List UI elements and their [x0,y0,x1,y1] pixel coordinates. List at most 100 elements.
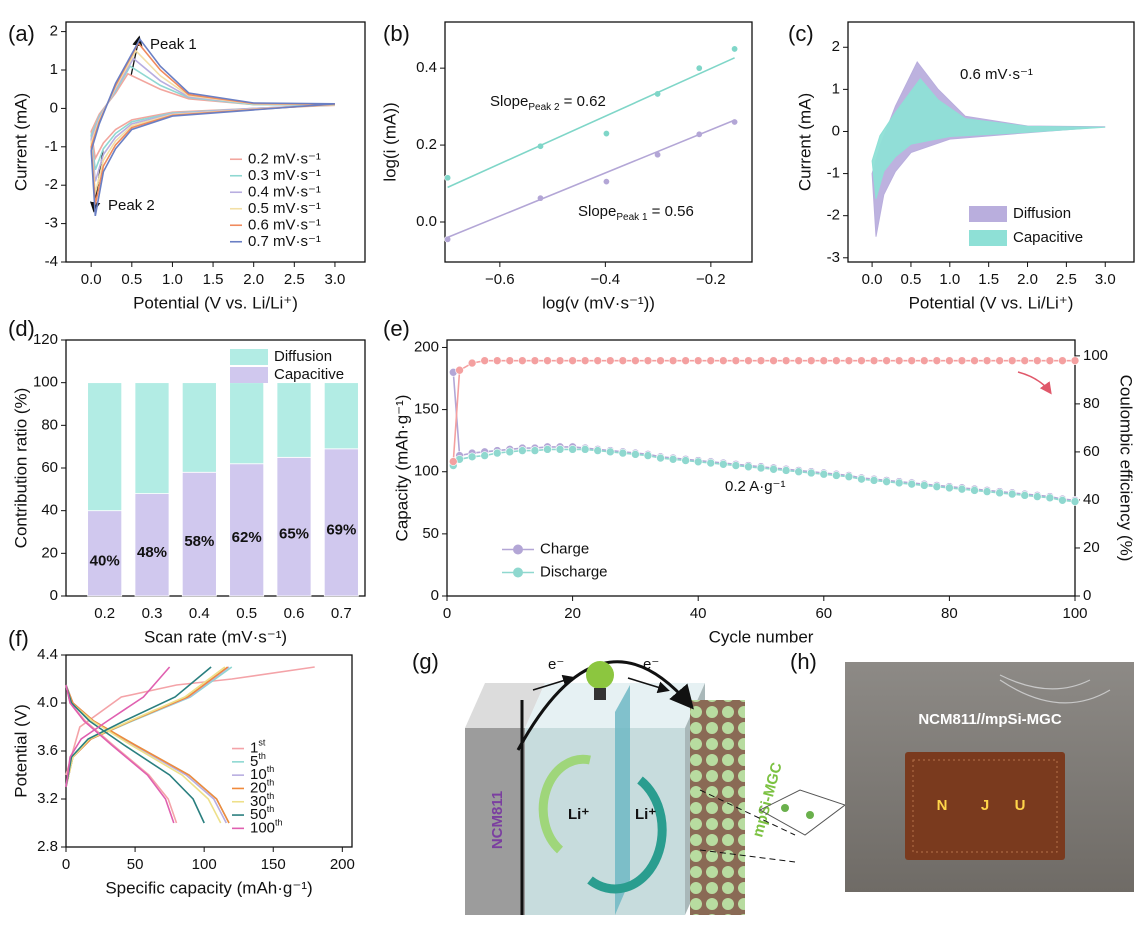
zoom-line [699,849,796,863]
y2-tick-label: 0 [1083,587,1091,604]
marker [769,356,778,365]
wire [999,674,1111,704]
marker [844,356,854,365]
value-label: 48% [137,544,167,561]
marker [756,463,766,473]
legend-sup: th [258,751,266,761]
x-tick-label: 0.7 [331,605,352,622]
circuit-board [905,752,1065,860]
y2-tick-label: 20 [1083,539,1100,556]
legend-label: 0.7 mV·s⁻¹ [248,233,321,250]
line [65,684,175,824]
marker [945,483,954,493]
line [90,57,335,182]
marker [480,451,489,460]
cathode-top [465,683,545,728]
marker [1058,496,1067,505]
panel-label: (d) [8,316,35,341]
marker [932,356,942,365]
panel-label: (e) [383,316,410,341]
x-tick-label: 0 [443,605,451,622]
x-tick-label: 0.2 [94,605,115,622]
annotation-sub: Peak 2 [528,102,560,113]
marker [444,174,452,182]
panel-label: (a) [8,21,35,46]
marker [455,365,464,375]
x-tick-label: 50 [127,856,144,873]
legend-sup: th [275,818,283,828]
y-tick-label: -4 [45,253,58,270]
marker [832,356,841,365]
marker [1070,356,1080,365]
y-tick-label: 2 [832,38,840,55]
legend-name: 10 [250,766,267,783]
y-tick-label: 2 [50,23,58,40]
legend-name: Diffusion [274,348,332,365]
marker [505,356,515,365]
legend-label: Discharge [540,563,608,580]
legend-name: 30 [250,793,267,810]
line [65,684,222,824]
legend-name: 20 [250,779,267,796]
legend-label: 5th [250,751,266,770]
marker [695,64,703,72]
marker [869,476,879,485]
x-axis-label: Potential (V vs. Li/Li⁺) [909,293,1074,312]
value-label: 58% [184,533,214,550]
legend-name: 0.3 mV·s⁻¹ [248,167,321,184]
annotation: Peak 2 [108,197,155,214]
legend-sup: st [258,738,266,748]
marker [882,356,891,365]
marker [555,356,565,365]
y-tick-label: 3.2 [37,790,58,807]
marker [970,356,979,365]
annotation-text: Slope [578,203,616,220]
marker [631,450,640,459]
bar-segment [87,382,123,512]
marker [882,477,891,486]
plot-frame [847,21,1135,263]
marker [719,459,728,469]
marker [744,356,753,365]
plot-frame [446,339,1076,597]
y-tick-label: 0.4 [416,59,437,76]
marker [1020,356,1030,365]
particle [806,811,814,819]
y-axis-label: log(i (mA)) [380,102,399,181]
marker [605,356,615,365]
led-letter: J [981,797,989,814]
x-tick-label: −0.4 [591,271,621,288]
legend-swatch [230,367,268,383]
y-tick-label: 2.8 [37,838,58,855]
y-tick-label: 120 [33,331,58,348]
x-tick-label: 3.0 [1095,271,1116,288]
marker [857,356,866,365]
x-axis-label: Cycle number [709,627,814,646]
marker [681,456,690,465]
plot-frame [444,21,753,263]
marker [602,130,610,138]
marker [832,471,841,480]
separator [615,685,630,915]
x-axis-label: log(v (mV·s⁻¹)) [542,293,655,312]
marker [1045,493,1055,503]
marker [618,356,628,365]
marker [907,356,917,365]
marker [781,356,791,365]
y-tick-label: 50 [422,525,439,542]
marker [543,445,552,454]
line [90,37,335,217]
legend-label: 50th [250,804,274,823]
x-tick-label: 0.4 [189,605,210,622]
bar-segment [323,448,359,597]
x-tick-label: 2.5 [1056,271,1077,288]
marker [945,356,954,365]
bar-segment [229,382,265,465]
y-tick-label: 4.0 [37,694,58,711]
legend-swatch [969,206,1007,222]
bar-segment [134,382,170,494]
marker [1045,356,1055,365]
x-tick-label: 2.0 [243,271,264,288]
marker [467,358,477,368]
legend-name: 0.5 mV·s⁻¹ [248,200,321,217]
